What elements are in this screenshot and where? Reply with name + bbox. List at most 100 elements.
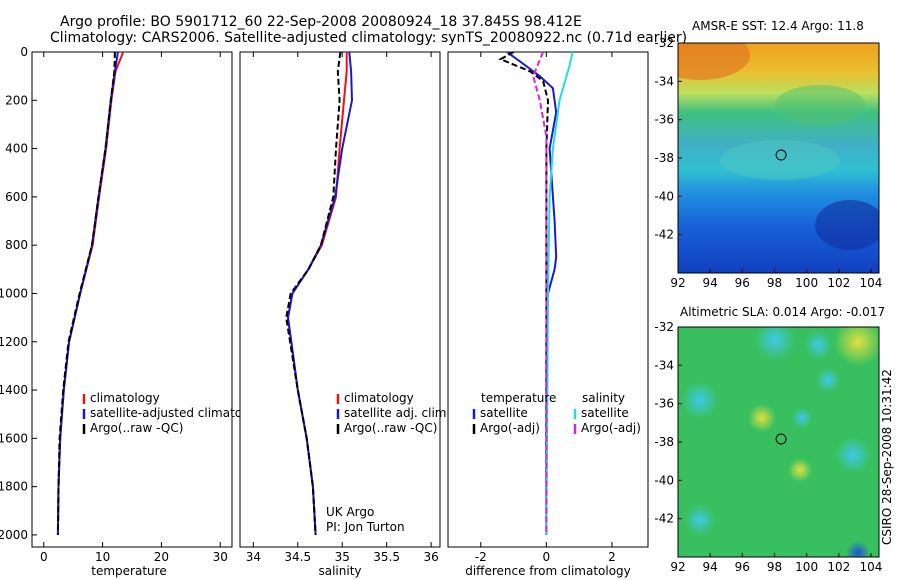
legend-header-salinity: salinity bbox=[582, 391, 625, 405]
legend-label: Argo(-adj) bbox=[480, 421, 540, 435]
lon-tick-label: 100 bbox=[795, 560, 818, 574]
legend-label: climatology bbox=[344, 391, 414, 405]
sla-map: 92 94 96 98 100 102 104 -32 -34 -36 -38 -40 -42 bbox=[654, 320, 882, 574]
lon-tick-label: 92 bbox=[670, 560, 685, 574]
lon-tick-label: 94 bbox=[703, 560, 718, 574]
sla-yellow-patch bbox=[748, 404, 776, 432]
sla-cyan-patch bbox=[685, 505, 715, 535]
y-tick-label: 1000 bbox=[0, 286, 28, 300]
sla-cyan-patch bbox=[816, 368, 840, 392]
lon-tick-label: 102 bbox=[827, 276, 850, 290]
legend-label: Argo(-adj) bbox=[581, 421, 641, 435]
y-tick-label: 800 bbox=[5, 238, 28, 252]
lat-tick-label: -40 bbox=[654, 473, 674, 487]
lat-tick-label: -34 bbox=[654, 358, 674, 372]
lon-tick-label: 94 bbox=[703, 276, 718, 290]
sla-cyan-patch bbox=[835, 437, 871, 473]
sla-argo-marker bbox=[775, 433, 787, 445]
y-tick-label: 400 bbox=[5, 142, 28, 156]
sst-argo-marker bbox=[775, 149, 787, 161]
lon-tick-label: 96 bbox=[735, 276, 750, 290]
annotation-pi: PI: Jon Turton bbox=[326, 520, 405, 534]
salinity-plot-area bbox=[239, 51, 441, 548]
series-line-salinity-argo-adj bbox=[532, 51, 548, 535]
temperature-panel: 0 200 400 600 800 1000 1200 1400 1600 1800 2000 0 1… bbox=[0, 45, 268, 578]
lat-tick-label: -36 bbox=[654, 113, 674, 127]
x-tick-label: 34 bbox=[246, 550, 261, 564]
y-tick-label: 1600 bbox=[0, 431, 28, 445]
x-tick-label: 30 bbox=[213, 550, 228, 564]
y-tick-label: 200 bbox=[5, 93, 28, 107]
legend-label: satellite-adjusted climatology bbox=[90, 406, 268, 420]
y-tick-label: 1200 bbox=[0, 335, 28, 349]
lon-tick-label: 104 bbox=[860, 276, 883, 290]
y-tick-label: 1800 bbox=[0, 480, 28, 494]
lat-tick-label: -42 bbox=[654, 228, 674, 242]
sla-cyan-patch bbox=[804, 331, 832, 359]
x-tick-label: -2 bbox=[475, 550, 487, 564]
sla-cyan-patch bbox=[755, 327, 795, 360]
lon-tick-label: 98 bbox=[767, 560, 782, 574]
annotation-uk-argo: UK Argo bbox=[326, 505, 374, 519]
lat-tick-label: -38 bbox=[654, 151, 674, 165]
title-line-1: Argo profile: BO 5901712_60 22-Sep-2008 … bbox=[60, 14, 582, 30]
temperature-xlabel: temperature bbox=[91, 564, 166, 578]
lon-tick-label: 96 bbox=[735, 560, 750, 574]
sst-green-patch bbox=[775, 85, 865, 125]
series-line-argo-raw-qc bbox=[285, 51, 342, 535]
x-tick-label: 34.5 bbox=[284, 550, 311, 564]
y-tick-label: 0 bbox=[20, 45, 28, 59]
x-tick-label: 35 bbox=[335, 550, 350, 564]
lon-tick-label: 98 bbox=[767, 276, 782, 290]
legend-label: satellite adj. clim. bbox=[344, 406, 450, 420]
x-tick-label: 2 bbox=[608, 550, 616, 564]
x-tick-label: 35.5 bbox=[373, 550, 400, 564]
legend-header-temperature: temperature bbox=[481, 391, 556, 405]
lat-tick-label: -36 bbox=[654, 397, 674, 411]
legend-label: climatology bbox=[90, 391, 160, 405]
sst-warm-patch bbox=[678, 43, 750, 80]
map-sst-title: AMSR-E SST: 12.4 Argo: 11.8 bbox=[692, 19, 864, 33]
map-sla-title: Altimetric SLA: 0.014 Argo: -0.017 bbox=[680, 305, 886, 319]
temperature-x-axis: 0 10 20 30 bbox=[40, 52, 228, 564]
difference-panel: -2 0 2 satelliteArgo(-adj)satelliteArgo(-a… bbox=[447, 51, 649, 578]
legend-label: satellite bbox=[480, 406, 528, 420]
y-tick-label: 2000 bbox=[0, 528, 28, 542]
lat-tick-label: -38 bbox=[654, 435, 674, 449]
lon-tick-label: 102 bbox=[827, 560, 850, 574]
difference-xlabel: difference from climatology bbox=[465, 564, 631, 578]
legend-label: satellite bbox=[581, 406, 629, 420]
y-tick-label: 1400 bbox=[0, 383, 28, 397]
sla-yellow-patch bbox=[788, 458, 812, 482]
depth-axis: 0 200 400 600 800 1000 1200 1400 1600 1800 2000 bbox=[0, 45, 37, 542]
legend-label: Argo(..raw -QC) bbox=[344, 421, 437, 435]
lat-tick-label: -42 bbox=[654, 512, 674, 526]
sla-cyan-patch bbox=[682, 382, 718, 418]
x-tick-label: 10 bbox=[95, 550, 110, 564]
sla-axes: 92 94 96 98 100 102 104 -32 -34 -36 -38 -40 -42 bbox=[654, 320, 882, 574]
legend-label: Argo(..raw -QC) bbox=[90, 421, 183, 435]
lon-tick-label: 92 bbox=[670, 276, 685, 290]
lon-tick-label: 100 bbox=[795, 276, 818, 290]
sst-map: 92 94 96 98 100 102 104 -32 -34 -36 -38 -40 -42 bbox=[654, 36, 883, 290]
sla-yellow-patch bbox=[834, 327, 879, 366]
series-line-argo-raw-qc bbox=[56, 51, 116, 535]
salinity-xlabel: salinity bbox=[318, 564, 361, 578]
x-tick-label: 0 bbox=[40, 550, 48, 564]
lat-tick-label: -40 bbox=[654, 189, 674, 203]
salinity-x-axis: 34 34.5 35 35.5 36 bbox=[246, 52, 439, 564]
lat-tick-label: -32 bbox=[654, 36, 674, 50]
temperature-plot-area bbox=[31, 51, 233, 548]
lat-tick-label: -32 bbox=[654, 320, 674, 334]
y-tick-label: 600 bbox=[5, 190, 28, 204]
x-tick-label: 0 bbox=[543, 550, 551, 564]
x-tick-label: 36 bbox=[423, 550, 438, 564]
series-line-salinity-satellite bbox=[545, 51, 574, 535]
lat-tick-label: -34 bbox=[654, 74, 674, 88]
x-tick-label: 20 bbox=[154, 550, 169, 564]
